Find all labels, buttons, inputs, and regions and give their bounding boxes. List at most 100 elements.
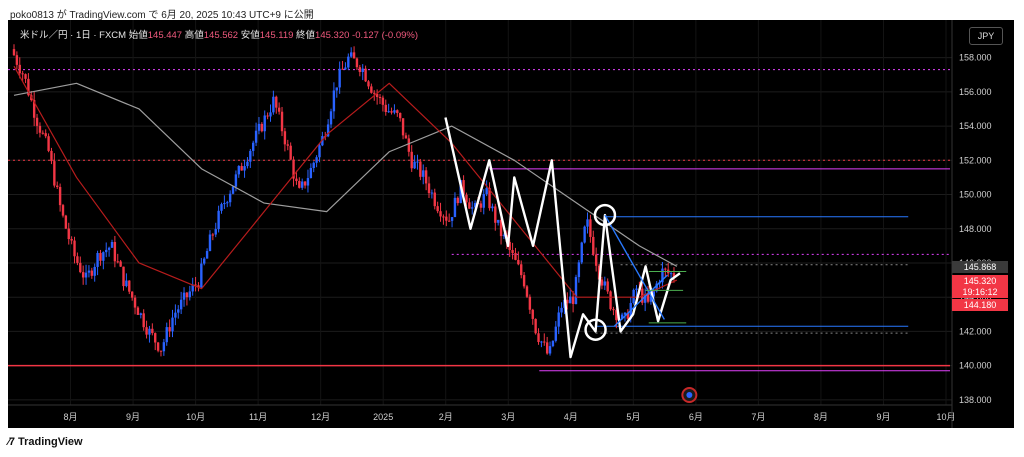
candle-body [586, 219, 589, 227]
candle-body [298, 181, 301, 188]
price-tag-countdown: 19:16:12 [952, 286, 1008, 298]
candle-body [620, 314, 624, 319]
candle-body [407, 138, 411, 152]
candle-body [347, 56, 350, 68]
tradingview-brand[interactable]: ⁄7 TradingView [8, 436, 83, 448]
x-tick-label: 4月 [564, 412, 578, 422]
candle-body [257, 123, 261, 131]
candle-body [623, 312, 627, 315]
currency-button[interactable]: JPY [969, 27, 1003, 45]
y-tick-label: 152.000 [959, 155, 992, 165]
candle-body [603, 281, 607, 286]
candle-body [554, 326, 558, 341]
candle-body [422, 170, 425, 177]
candle-body [612, 309, 615, 311]
candle-body [254, 130, 258, 143]
candle-body [468, 202, 471, 209]
x-tick-label: 12月 [311, 412, 330, 422]
candle-body [220, 204, 223, 211]
candle-body [295, 178, 298, 182]
candle-body [240, 166, 243, 171]
candle-body [664, 268, 667, 270]
open-value: 145.447 [147, 30, 183, 41]
candle-body [609, 291, 612, 310]
candle-body [116, 261, 119, 263]
candle-body [24, 74, 27, 79]
event-flag-icon-dot [686, 392, 693, 398]
candle-body [269, 112, 272, 117]
candle-body [375, 93, 379, 98]
candle-body [35, 117, 39, 126]
candle-body [496, 219, 500, 223]
candle-body [632, 289, 635, 304]
candle-body [47, 136, 50, 151]
y-tick-label: 140.000 [959, 361, 992, 371]
candle-body [511, 250, 514, 254]
x-tick-label: 7月 [751, 412, 765, 422]
x-tick-label: 10月 [936, 412, 955, 422]
candle-body [373, 92, 376, 94]
candle-body [84, 272, 88, 278]
candle-body [445, 216, 448, 221]
price-tag-level-2: 144.180 [952, 299, 1008, 311]
candle-body [393, 110, 396, 113]
candle-body [107, 247, 111, 250]
candle-body [188, 291, 192, 298]
candle-body [652, 291, 655, 297]
candle-body [338, 68, 341, 88]
candle-body [364, 68, 367, 82]
candle-body [332, 90, 336, 112]
candle-body [643, 293, 647, 303]
chart-panel[interactable]: 138.000140.000142.000144.000146.000148.0… [8, 20, 1014, 428]
candle-body [522, 275, 526, 287]
candle-body [280, 111, 284, 132]
candle-body [90, 270, 94, 276]
price-chart[interactable]: 138.000140.000142.000144.000146.000148.0… [8, 20, 1014, 428]
candle-body [569, 296, 572, 304]
candle-body [646, 293, 650, 302]
candle-body [191, 284, 194, 292]
candle-body [234, 174, 238, 187]
candle-body [246, 161, 249, 167]
candle-body [485, 188, 488, 195]
candle-body [275, 96, 278, 108]
candle-body [125, 280, 128, 287]
candle-body [162, 342, 166, 352]
candle-body [128, 280, 131, 292]
candle-body [551, 340, 555, 347]
x-tick-label: 3月 [501, 412, 515, 422]
candle-body [41, 132, 45, 134]
y-tick-label: 150.000 [959, 190, 992, 200]
pivot-circle-marker [584, 318, 607, 341]
candle-body [597, 265, 601, 280]
candle-body [367, 81, 370, 87]
candle-body [27, 78, 30, 96]
change-value: -0.127 (-0.09%) [352, 30, 419, 41]
candle-body [514, 253, 517, 260]
candle-body [672, 273, 676, 279]
candle-body [96, 253, 99, 267]
candle-body [309, 167, 313, 179]
candle-body [329, 111, 333, 125]
candle-body [344, 67, 347, 70]
candle-body [64, 215, 68, 229]
candle-body [491, 206, 494, 209]
candle-body [571, 296, 575, 304]
candle-body [358, 67, 362, 73]
candle-body [177, 309, 180, 313]
candle-body [56, 185, 59, 187]
candle-body [589, 219, 592, 237]
low-label: 安値 [240, 30, 260, 41]
candle-body [272, 96, 275, 113]
candle-body [537, 333, 540, 343]
candle-body [669, 273, 673, 275]
candle-body [453, 197, 457, 218]
candle-body [416, 161, 419, 163]
candle-body [217, 210, 220, 230]
symbol-label: 米ドル／円 · 1日 · FXCM [20, 30, 127, 41]
candle-body [277, 107, 281, 112]
x-tick-label: 11月 [249, 412, 267, 422]
open-label: 始値 [128, 30, 148, 41]
x-tick-label: 9月 [876, 412, 890, 422]
y-tick-label: 148.000 [959, 224, 992, 234]
